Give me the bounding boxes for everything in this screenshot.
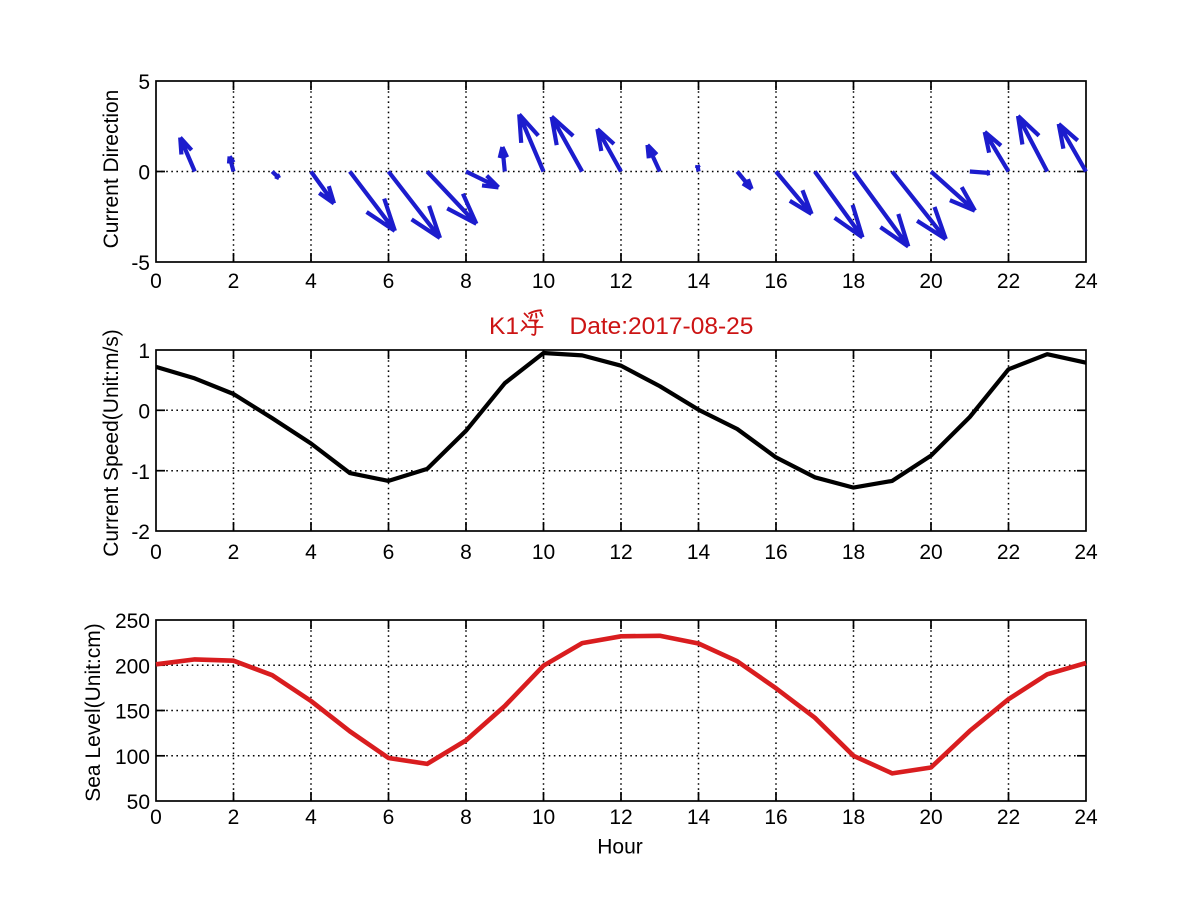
svg-text:2: 2 xyxy=(228,270,240,293)
svg-text:12: 12 xyxy=(609,270,632,293)
svg-text:24: 24 xyxy=(1074,541,1098,564)
svg-text:-2: -2 xyxy=(131,521,150,544)
svg-text:Current Speed(Unit:m/s): Current Speed(Unit:m/s) xyxy=(100,329,123,557)
svg-text:2: 2 xyxy=(228,806,240,829)
svg-text:10: 10 xyxy=(532,270,555,293)
svg-text:Hour: Hour xyxy=(597,836,643,859)
svg-text:2: 2 xyxy=(228,541,240,564)
svg-text:14: 14 xyxy=(687,541,711,564)
svg-text:20: 20 xyxy=(919,806,942,829)
svg-text:5: 5 xyxy=(138,71,150,94)
svg-text:Current Direction: Current Direction xyxy=(100,90,123,249)
svg-text:250: 250 xyxy=(115,610,150,633)
svg-text:0: 0 xyxy=(138,401,150,424)
svg-text:14: 14 xyxy=(687,806,711,829)
svg-text:200: 200 xyxy=(115,656,150,679)
svg-text:14: 14 xyxy=(687,270,711,293)
svg-text:1: 1 xyxy=(138,340,150,363)
svg-text:0: 0 xyxy=(150,541,162,564)
svg-text:16: 16 xyxy=(764,541,787,564)
svg-text:6: 6 xyxy=(383,806,395,829)
svg-text:Sea Level(Unit:cm): Sea Level(Unit:cm) xyxy=(82,623,105,802)
svg-text:K1: K1 xyxy=(489,313,519,340)
svg-text:8: 8 xyxy=(460,806,472,829)
svg-text:12: 12 xyxy=(609,806,632,829)
svg-text:-1: -1 xyxy=(131,461,150,484)
svg-text:6: 6 xyxy=(383,270,395,293)
svg-text:10: 10 xyxy=(532,541,555,564)
svg-text:-5: -5 xyxy=(131,252,150,275)
svg-text:150: 150 xyxy=(115,701,150,724)
svg-text:22: 22 xyxy=(997,541,1020,564)
svg-text:0: 0 xyxy=(150,806,162,829)
svg-text:4: 4 xyxy=(305,806,317,829)
svg-text:20: 20 xyxy=(919,541,942,564)
svg-text:18: 18 xyxy=(842,806,865,829)
svg-text:20: 20 xyxy=(919,270,942,293)
svg-text:22: 22 xyxy=(997,806,1020,829)
svg-text:4: 4 xyxy=(305,541,317,564)
svg-text:0: 0 xyxy=(138,162,150,185)
svg-text:0: 0 xyxy=(150,270,162,293)
svg-text:18: 18 xyxy=(842,270,865,293)
svg-text:8: 8 xyxy=(460,541,472,564)
svg-text:16: 16 xyxy=(764,270,787,293)
svg-text:50: 50 xyxy=(127,791,150,814)
svg-text:24: 24 xyxy=(1074,806,1098,829)
svg-text:16: 16 xyxy=(764,806,787,829)
svg-text:4: 4 xyxy=(305,270,317,293)
svg-text:22: 22 xyxy=(997,270,1020,293)
svg-text:18: 18 xyxy=(842,541,865,564)
svg-text:24: 24 xyxy=(1074,270,1098,293)
svg-text:10: 10 xyxy=(532,806,555,829)
svg-text:100: 100 xyxy=(115,746,150,769)
svg-text:Date:2017-08-25: Date:2017-08-25 xyxy=(570,313,754,340)
svg-text:12: 12 xyxy=(609,541,632,564)
svg-text:8: 8 xyxy=(460,270,472,293)
svg-text:6: 6 xyxy=(383,541,395,564)
